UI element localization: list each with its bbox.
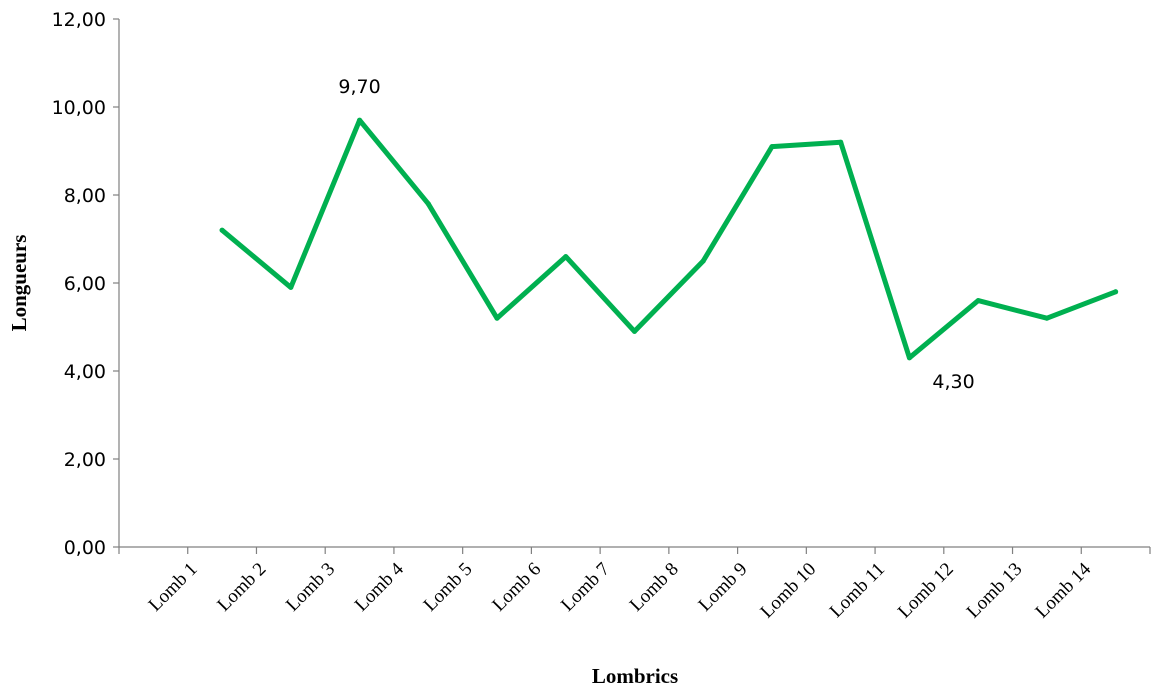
- data-point: [1044, 315, 1050, 321]
- x-tick-label: Lomb 1: [145, 559, 202, 616]
- x-axis: Lomb 1 Lomb 2 Lomb 3 Lomb 4 Lomb 5 Lomb 6 Lomb…: [118, 546, 1151, 623]
- data-point: [425, 201, 431, 207]
- data-point: [563, 254, 569, 260]
- y-tick-label: 8,00: [64, 185, 106, 207]
- x-tick-label: Lomb 4: [351, 558, 408, 615]
- data-point: [906, 355, 912, 361]
- data-point: [700, 258, 706, 264]
- data-point: [1113, 289, 1119, 295]
- data-label: 4,30: [932, 371, 974, 393]
- x-tick-label: Lomb 13: [963, 559, 1027, 623]
- x-tick-label: Lomb 11: [826, 559, 889, 622]
- x-tick-label: Lomb 6: [488, 559, 545, 616]
- y-axis: 0,00 2,00 4,00 6,00 8,00 10,00 12,00: [52, 9, 120, 559]
- data-label: 9,70: [338, 76, 380, 98]
- x-tick-label: Lomb 7: [557, 559, 614, 616]
- data-point: [838, 139, 844, 145]
- data-point: [769, 144, 775, 150]
- x-tick-label: Lomb 2: [213, 559, 270, 616]
- y-tick-label: 2,00: [64, 449, 106, 471]
- x-tick-label: Lomb 12: [894, 559, 958, 623]
- x-tick-label: Lomb 10: [756, 559, 820, 623]
- x-tick-label: Lomb 14: [1031, 558, 1095, 622]
- x-tick-label: Lomb 8: [626, 559, 683, 616]
- y-tick-label: 10,00: [52, 97, 106, 119]
- y-tick-label: 6,00: [64, 273, 106, 295]
- data-point: [632, 328, 637, 334]
- data-point: [288, 284, 294, 290]
- y-tick-label: 12,00: [52, 9, 106, 31]
- data-point: [357, 117, 363, 123]
- x-tick-label: Lomb 3: [282, 559, 339, 616]
- x-tick-label: Lomb 5: [420, 559, 477, 616]
- x-axis-title: Lombrics: [592, 664, 678, 688]
- series-group: [219, 117, 1119, 361]
- y-tick-label: 4,00: [64, 361, 106, 383]
- data-point: [494, 315, 500, 321]
- series-line: [219, 117, 1119, 361]
- y-axis-title: Longueurs: [7, 235, 31, 332]
- data-point: [219, 227, 225, 233]
- data-labels: 9,70 4,30: [338, 76, 974, 393]
- x-tick-label: Lomb 9: [694, 559, 751, 616]
- data-point: [975, 298, 981, 304]
- y-tick-label: 0,00: [64, 537, 106, 559]
